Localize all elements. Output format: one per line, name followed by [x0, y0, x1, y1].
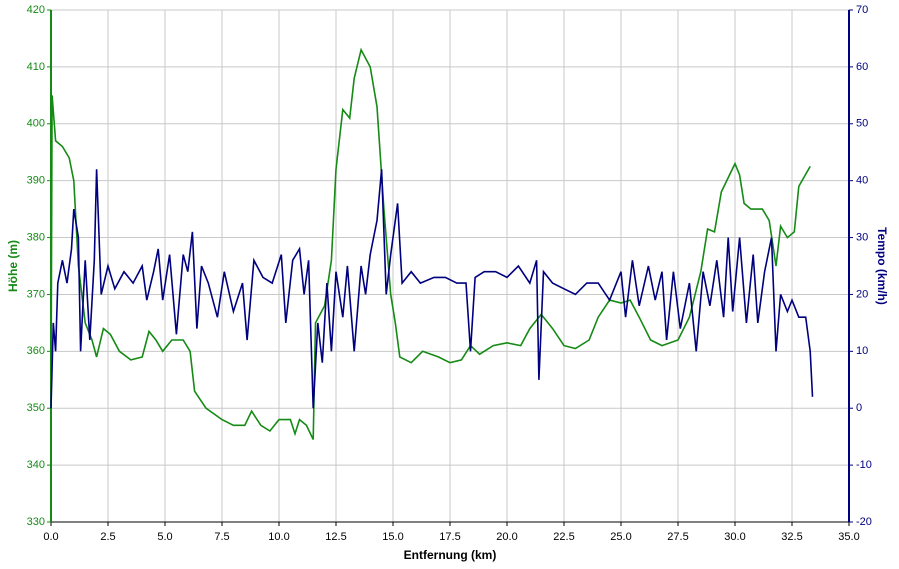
y-tick-label: 420	[27, 4, 45, 16]
x-tick-label: 2.5	[100, 531, 115, 543]
x-tick-label: 7.5	[214, 531, 229, 543]
y-tick-label: 380	[27, 231, 45, 243]
x-tick-label: 30.0	[724, 531, 745, 543]
x-axis-label: Entfernung (km)	[404, 548, 497, 562]
x-tick-label: 20.0	[496, 531, 517, 543]
y-tick-label: 390	[27, 175, 45, 187]
x-tick-label: 17.5	[439, 531, 460, 543]
x-tick-label: 35.0	[838, 531, 859, 543]
y-tick-label: 350	[27, 402, 45, 414]
y2-tick-label: 0	[856, 402, 862, 414]
y2-tick-label: 50	[856, 118, 868, 130]
y2-tick-label: 70	[856, 4, 868, 16]
y2-tick-label: 60	[856, 61, 868, 73]
x-tick-label: 5.0	[157, 531, 172, 543]
x-tick-label: 27.5	[667, 531, 688, 543]
y-tick-label: 340	[27, 459, 45, 471]
y2-tick-label: -20	[856, 516, 872, 528]
x-tick-label: 22.5	[553, 531, 574, 543]
y-tick-label: 370	[27, 288, 45, 300]
x-tick-label: 0.0	[43, 531, 58, 543]
x-tick-label: 12.5	[325, 531, 346, 543]
y2-tick-label: -10	[856, 459, 872, 471]
y-tick-label: 400	[27, 118, 45, 130]
y2-tick-label: 10	[856, 345, 868, 357]
y2-tick-label: 40	[856, 175, 868, 187]
y-tick-label: 330	[27, 516, 45, 528]
y2-tick-label: 30	[856, 231, 868, 243]
x-tick-label: 10.0	[268, 531, 289, 543]
series-line	[50, 169, 814, 409]
x-tick-label: 25.0	[610, 531, 631, 543]
y2-axis-label: Tempo (km/h)	[875, 227, 889, 305]
x-tick-label: 32.5	[781, 531, 802, 543]
y2-tick-label: 20	[856, 288, 868, 300]
y-tick-label: 360	[27, 345, 45, 357]
y-tick-label: 410	[27, 61, 45, 73]
y-axis-label: Höhe (m)	[6, 240, 20, 292]
x-tick-label: 15.0	[382, 531, 403, 543]
series-line	[50, 47, 811, 440]
